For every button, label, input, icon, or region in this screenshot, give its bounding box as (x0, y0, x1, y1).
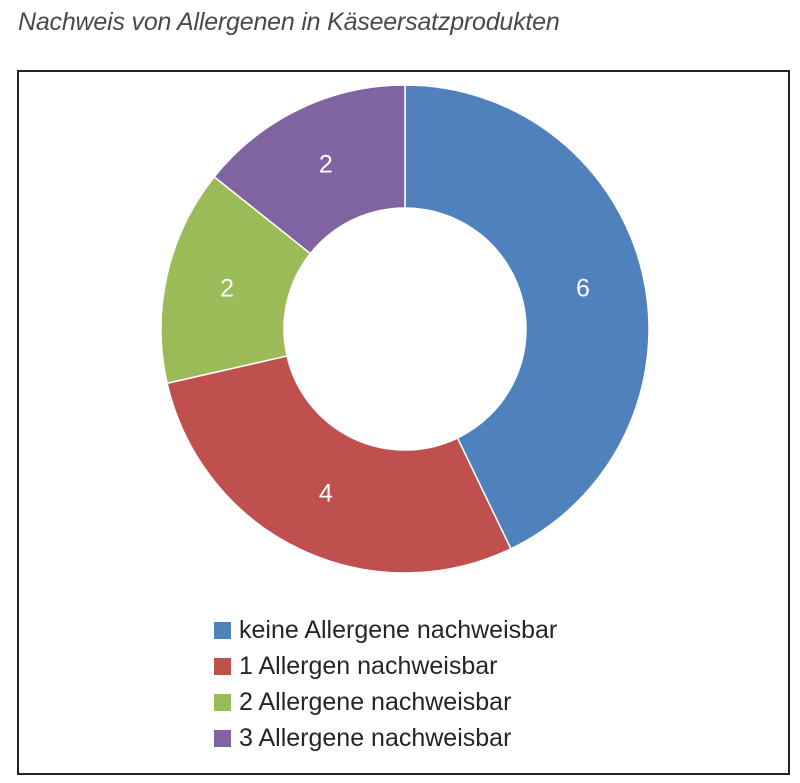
legend-item: keine Allergene nachweisbar (214, 612, 557, 648)
donut-slice (404, 84, 650, 550)
donut-slice (213, 84, 406, 255)
legend-item: 3 Allergene nachweisbar (214, 720, 557, 756)
legend-label: keine Allergene nachweisbar (239, 615, 558, 644)
chart-caption: Nachweis von Allergenen in Käseersatzpro… (18, 8, 560, 36)
legend-item: 1 Allergen nachweisbar (214, 648, 557, 684)
donut-slice (160, 175, 312, 385)
legend-swatch (214, 621, 231, 639)
slice-value-label: 2 (319, 151, 333, 179)
donut-slice (166, 355, 512, 574)
legend-swatch (214, 657, 231, 675)
legend-label: 1 Allergen nachweisbar (239, 651, 498, 680)
chart-legend: keine Allergene nachweisbar 1 Allergen n… (214, 612, 557, 756)
slice-value-label: 4 (319, 479, 333, 507)
legend-swatch (214, 693, 231, 711)
slice-value-label: 2 (220, 274, 234, 302)
slice-value-label: 6 (576, 274, 590, 302)
legend-swatch (214, 729, 231, 747)
legend-item: 2 Allergene nachweisbar (214, 684, 557, 720)
legend-label: 3 Allergene nachweisbar (239, 723, 512, 752)
legend-label: 2 Allergene nachweisbar (239, 687, 512, 716)
